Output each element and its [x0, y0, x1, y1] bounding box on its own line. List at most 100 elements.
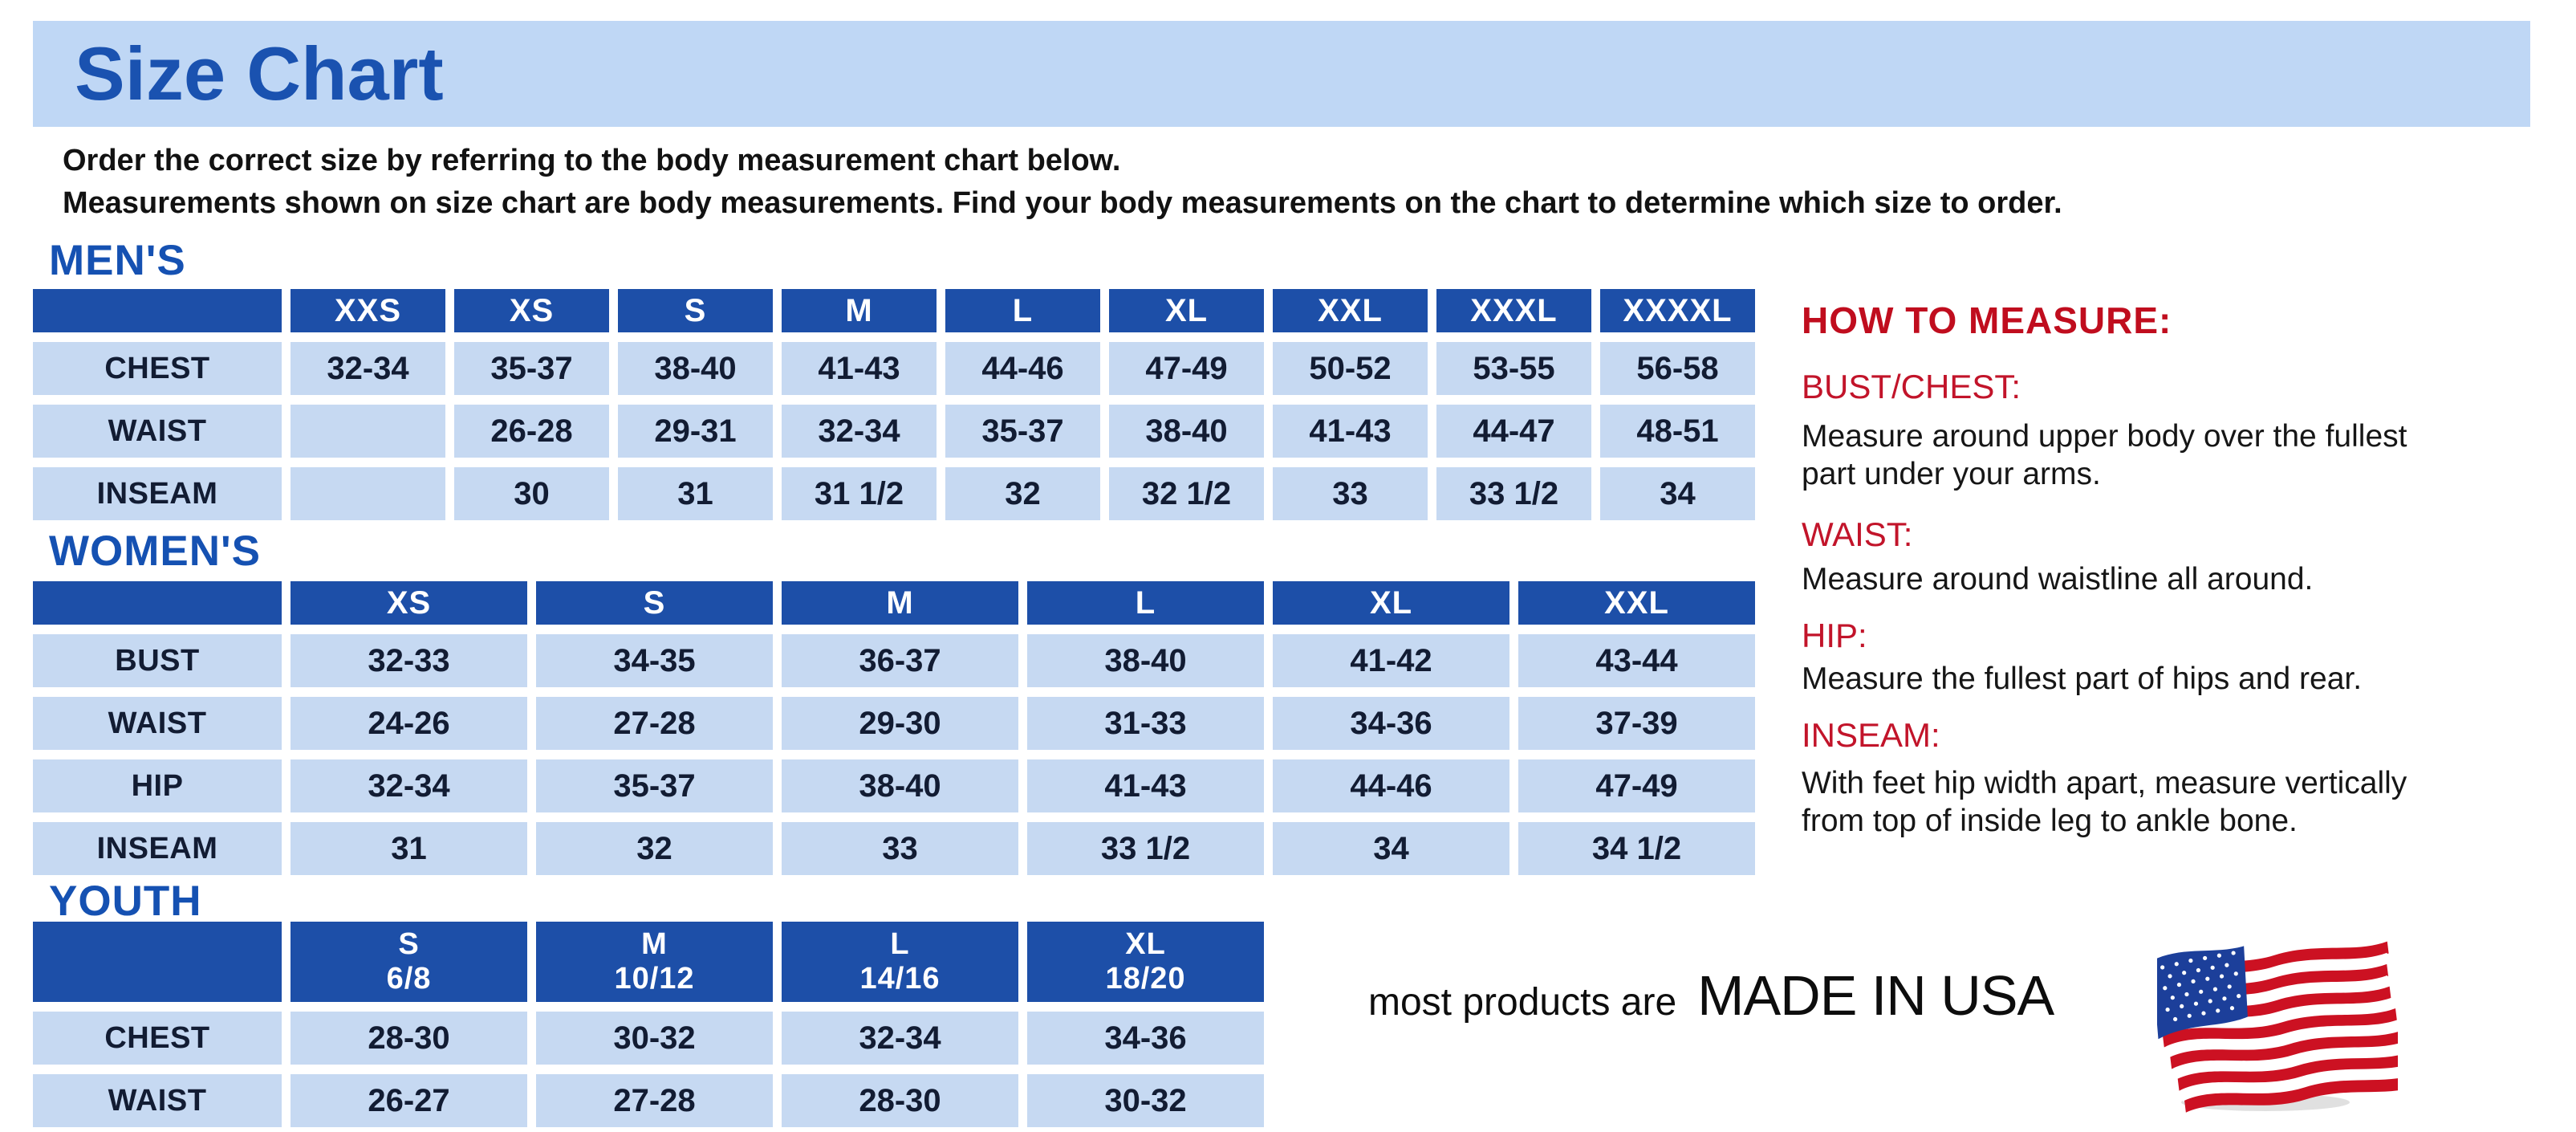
measure-text-bust-chest: Measure around upper body over the fulle… [1802, 419, 2407, 491]
column-header-cell: XXXXL [1600, 289, 1755, 332]
value-cell: 30 [454, 467, 609, 520]
value-cell: 24-26 [291, 697, 527, 750]
value-cell: 41-43 [1027, 759, 1264, 812]
value-cell: 41-43 [1273, 405, 1428, 458]
value-cell: 33 [782, 822, 1018, 875]
value-cell: 32 1/2 [1109, 467, 1264, 520]
youth-section-heading: YOUTH [49, 878, 202, 925]
value-cell: 26-27 [291, 1074, 527, 1127]
value-cell: 48-51 [1600, 405, 1755, 458]
column-header-cell: S [536, 581, 773, 625]
measure-text-inseam: With feet hip width apart, measure verti… [1802, 766, 2407, 838]
column-header-cell: XL [1273, 581, 1509, 625]
size-range: 18/20 [1105, 962, 1186, 996]
intro-text: Order the correct size by referring to t… [63, 140, 2062, 225]
value-cell: 31 1/2 [782, 467, 937, 520]
measure-text-hip: Measure the fullest part of hips and rea… [1802, 662, 2363, 696]
value-cell: 29-30 [782, 697, 1018, 750]
us-flag-icon [2157, 936, 2398, 1114]
column-header-cell: XXL [1518, 581, 1755, 625]
size-range: 14/16 [859, 962, 941, 996]
value-cell: 50-52 [1273, 342, 1428, 395]
womens-section-heading: WOMEN'S [49, 527, 261, 575]
value-cell: 30-32 [536, 1012, 773, 1065]
size-letter: S [398, 927, 420, 962]
column-header-cell: S 6/8 [291, 922, 527, 1002]
title-banner: Size Chart [33, 21, 2530, 127]
column-header-cell: L 14/16 [782, 922, 1018, 1002]
value-cell: 43-44 [1518, 634, 1755, 687]
mens-section-heading: MEN'S [49, 237, 186, 284]
value-cell: 38-40 [1109, 405, 1264, 458]
column-header-cell: XL [1109, 289, 1264, 332]
measure-label-bust-chest: BUST/CHEST: [1802, 368, 2021, 405]
value-cell: 44-46 [1273, 759, 1509, 812]
value-cell: 32-34 [782, 1012, 1018, 1065]
value-cell: 34-36 [1027, 1012, 1264, 1065]
intro-line-1: Order the correct size by referring to t… [63, 144, 1121, 177]
value-cell: 35-37 [536, 759, 773, 812]
column-header-cell: L [945, 289, 1100, 332]
value-cell: 35-37 [945, 405, 1100, 458]
made-in-usa-line: most products are MADE IN USA [1368, 963, 2054, 1028]
value-cell: 53-55 [1436, 342, 1591, 395]
column-header-cell: XXS [291, 289, 445, 332]
value-cell: 27-28 [536, 1074, 773, 1127]
size-range: 10/12 [614, 962, 695, 996]
row-label-cell: WAIST [33, 405, 282, 458]
row-label-cell: CHEST [33, 1012, 282, 1065]
column-header-cell: XXL [1273, 289, 1428, 332]
value-cell: 33 1/2 [1436, 467, 1591, 520]
value-cell: 33 [1273, 467, 1428, 520]
corner-cell [33, 922, 282, 1002]
value-cell: 36-37 [782, 634, 1018, 687]
column-header-cell: XL 18/20 [1027, 922, 1264, 1002]
value-cell: 30-32 [1027, 1074, 1264, 1127]
value-cell: 47-49 [1518, 759, 1755, 812]
value-cell: 37-39 [1518, 697, 1755, 750]
value-cell: 35-37 [454, 342, 609, 395]
value-cell: 31 [618, 467, 773, 520]
size-letter: L [890, 927, 910, 962]
column-header-cell: M 10/12 [536, 922, 773, 1002]
value-cell: 56-58 [1600, 342, 1755, 395]
made-in-usa-text: MADE IN USA [1697, 964, 2054, 1027]
value-cell: 31 [291, 822, 527, 875]
value-cell: 44-47 [1436, 405, 1591, 458]
value-cell: 29-31 [618, 405, 773, 458]
womens-size-table: XS S M L XL XXL BUST 32-33 34-35 36-37 3… [33, 581, 1755, 875]
size-range: 6/8 [386, 962, 432, 996]
youth-size-table: S 6/8 M 10/12 L 14/16 XL 18/20 CHEST 28-… [33, 922, 1264, 1127]
row-label-cell: INSEAM [33, 467, 282, 520]
value-cell: 32-34 [291, 759, 527, 812]
flag-canton [2157, 946, 2248, 1040]
column-header-cell: XS [291, 581, 527, 625]
value-cell: 41-43 [782, 342, 937, 395]
measure-text-waist: Measure around waistline all around. [1802, 562, 2314, 597]
value-cell: 32-33 [291, 634, 527, 687]
value-cell [291, 405, 445, 458]
size-letter: XL [1125, 927, 1166, 962]
value-cell [291, 467, 445, 520]
value-cell: 38-40 [782, 759, 1018, 812]
value-cell: 28-30 [291, 1012, 527, 1065]
corner-cell [33, 289, 282, 332]
value-cell: 38-40 [1027, 634, 1264, 687]
measure-label-inseam: INSEAM: [1802, 716, 1940, 754]
value-cell: 47-49 [1109, 342, 1264, 395]
value-cell: 34-36 [1273, 697, 1509, 750]
value-cell: 34 [1273, 822, 1509, 875]
column-header-cell: M [782, 581, 1018, 625]
size-letter: M [641, 927, 668, 962]
value-cell: 32 [536, 822, 773, 875]
value-cell: 44-46 [945, 342, 1100, 395]
value-cell: 32 [945, 467, 1100, 520]
column-header-cell: XXXL [1436, 289, 1591, 332]
value-cell: 26-28 [454, 405, 609, 458]
row-label-cell: BUST [33, 634, 282, 687]
made-in-usa-prefix: most products are [1368, 981, 1677, 1024]
value-cell: 34-35 [536, 634, 773, 687]
row-label-cell: HIP [33, 759, 282, 812]
intro-line-2: Measurements shown on size chart are bod… [63, 186, 2062, 220]
